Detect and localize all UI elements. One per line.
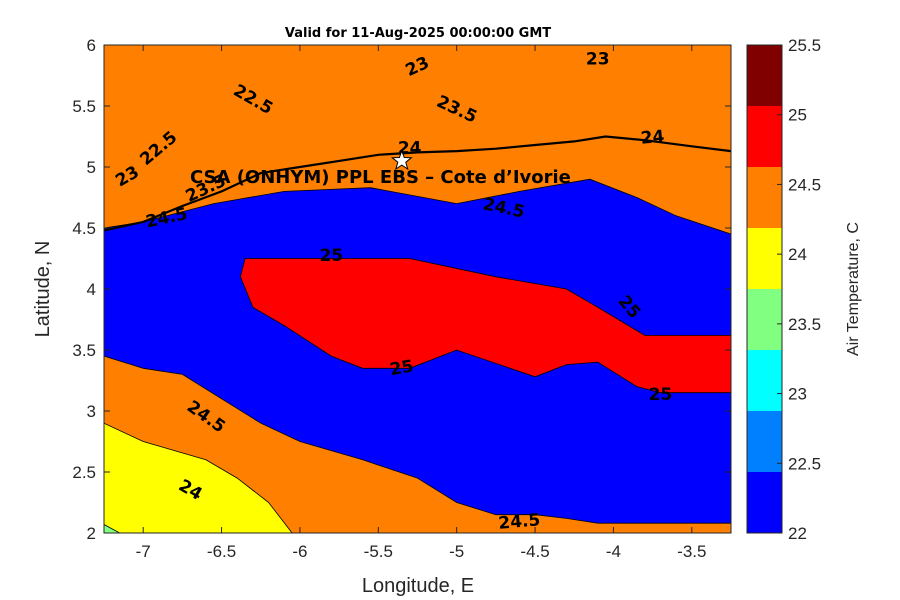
contour-band-23-5 — [104, 524, 120, 533]
x-tick-label: -4 — [606, 542, 621, 561]
colorbar-tick-label: 23.5 — [788, 315, 821, 334]
x-axis-label: Longitude, E — [362, 575, 474, 597]
contour-band-25 — [239, 258, 731, 394]
colorbar-segment — [747, 472, 782, 533]
x-tick-label: -7 — [136, 542, 151, 561]
site-star-marker — [390, 149, 413, 171]
contour-band-24 — [104, 422, 293, 533]
colorbar-segment — [747, 167, 782, 228]
x-tick-label: -6 — [292, 542, 307, 561]
colorbar-segment — [747, 228, 782, 289]
colorbar-frame — [746, 44, 783, 534]
y-tick-label: 4 — [87, 280, 96, 299]
x-tick-label: -6.5 — [207, 542, 236, 561]
y-axis-label: Latitude, N — [32, 241, 54, 338]
contour-label: 25 — [319, 246, 343, 266]
contour-label: 24 — [398, 139, 422, 159]
y-tick-label: 4.5 — [72, 219, 96, 238]
colorbar-tick-label: 24 — [788, 245, 807, 264]
y-tick-label: 3 — [87, 402, 96, 421]
contour-label: 25 — [649, 385, 673, 405]
x-tick-label: -5.5 — [364, 542, 393, 561]
y-tick-label: 3.5 — [72, 341, 96, 360]
colorbar-tick-label: 22.5 — [788, 454, 821, 473]
y-tick-label: 2.5 — [72, 463, 96, 482]
contour-band-24-5 — [104, 45, 731, 235]
colorbar: 22 22.5 23 23.5 24 24.5 25 25.5 — [746, 36, 821, 543]
x-tick-label: -5 — [449, 542, 464, 561]
colorbar-segment — [747, 289, 782, 350]
contour-label: 23 — [586, 50, 610, 70]
colorbar-tick-label: 24.5 — [788, 175, 821, 194]
colorbar-tick-label: 25 — [788, 106, 807, 125]
y-tick-label: 6 — [87, 36, 96, 55]
coastline — [104, 135, 731, 232]
y-tick-label: 5.5 — [72, 97, 96, 116]
contour-band-24-5 — [104, 355, 731, 533]
y-axis: 2 2.5 3 3.5 4 4.5 5 5.5 6 — [72, 36, 731, 543]
colorbar-tick-label: 25.5 — [788, 36, 821, 55]
colorbar-segment — [747, 45, 782, 106]
x-tick-label: -4.5 — [520, 542, 549, 561]
colorbar-segment — [747, 350, 782, 411]
y-tick-label: 5 — [87, 158, 96, 177]
colorbar-segment — [747, 411, 782, 472]
y-tick-label: 2 — [87, 524, 96, 543]
colorbar-segment — [747, 106, 782, 167]
colorbar-tick-label: 22 — [788, 524, 807, 543]
contour-label: 25 — [388, 356, 415, 380]
colorbar-label: Air Temperature, C — [845, 222, 862, 356]
contour-label: 24.5 — [498, 510, 542, 534]
x-axis: -7 -6.5 -6 -5.5 -5 -4.5 -4 -3.5 — [136, 45, 706, 561]
colorbar-tick-label: 23 — [788, 385, 807, 404]
chart-title: Valid for 11-Aug-2025 00:00:00 GMT — [285, 26, 551, 41]
x-tick-label: -3.5 — [677, 542, 706, 561]
contour-label: 24 — [640, 127, 665, 149]
site-label: CSA (ONHYM) PPL EBS – Cote d’Ivorie — [190, 167, 571, 188]
